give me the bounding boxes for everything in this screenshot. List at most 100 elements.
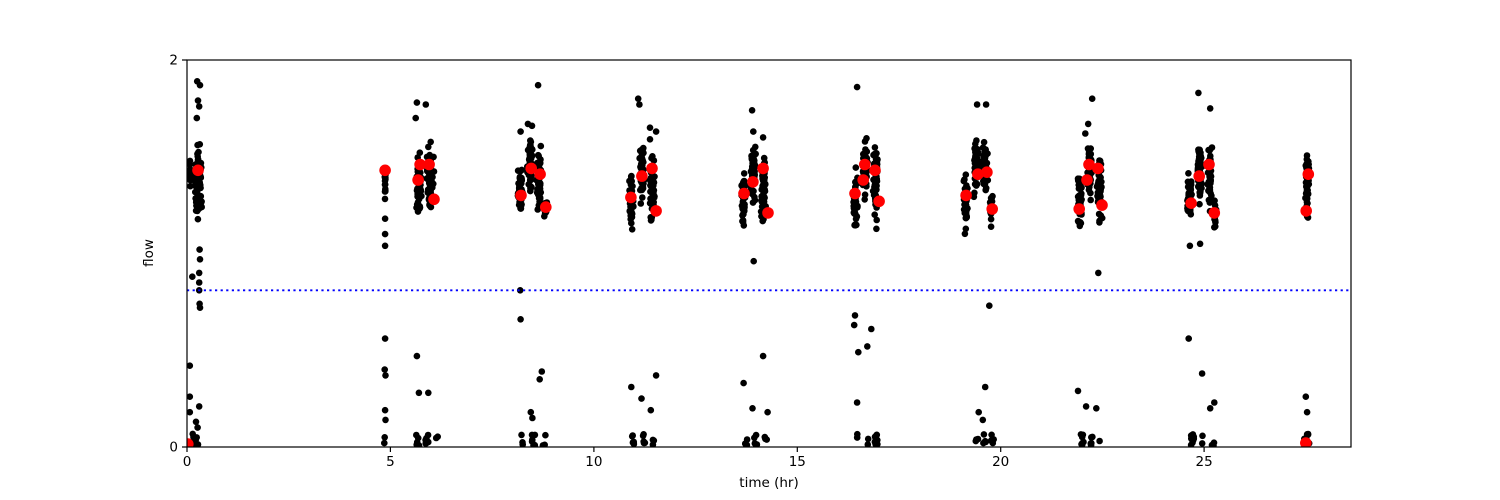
y-tick-label: 0 <box>169 440 178 456</box>
y-axis-title: flow <box>141 239 157 267</box>
scatter-point-black <box>525 181 532 188</box>
scatter-point-red <box>650 205 662 217</box>
scatter-point-black <box>198 203 205 211</box>
scatter-point-black <box>751 434 758 442</box>
scatter-point-red <box>412 174 424 186</box>
scatter-point-black <box>629 439 637 446</box>
scatter-point-black <box>194 215 202 223</box>
scatter-point-black <box>972 162 980 169</box>
scatter-point-black <box>1198 440 1206 447</box>
scatter-point-black <box>649 183 656 190</box>
scatter-point-black <box>873 216 880 224</box>
scatter-point-black <box>987 215 995 223</box>
scatter-point-red <box>1073 203 1085 215</box>
scatter-point-black <box>852 178 859 186</box>
x-axis-ticks: 0 5 10 15 20 25 <box>183 447 1213 470</box>
scatter-point-black <box>760 175 767 182</box>
scatter-point-black <box>536 198 543 205</box>
scatter-point-red <box>1203 158 1215 171</box>
scatter-point-black <box>1095 269 1102 277</box>
scatter-point-black <box>424 189 432 196</box>
scatter-point-black <box>1206 105 1214 112</box>
scatter-point-black <box>1208 144 1216 151</box>
scatter-point-black <box>962 171 970 178</box>
scatter-point-black <box>1098 183 1105 191</box>
scatter-point-black <box>187 168 193 176</box>
scatter-point-black <box>637 186 644 194</box>
scatter-point-black <box>529 414 536 422</box>
scatter-point-black <box>381 181 389 188</box>
scatter-point-red <box>423 158 435 171</box>
scatter-point-black <box>975 408 982 416</box>
scatter-point-black <box>194 424 201 431</box>
scatter-point-black <box>1096 217 1103 225</box>
scatter-point-black <box>529 146 536 153</box>
scatter-point-black <box>516 183 523 190</box>
scatter-point-black <box>1087 150 1095 158</box>
scatter-point-black <box>1196 160 1203 168</box>
y-axis-ticks: 02 <box>169 53 187 456</box>
scatter-point-black <box>1087 189 1094 197</box>
scatter-point-black <box>1211 197 1218 204</box>
scatter-point-black <box>972 181 980 188</box>
scatter-point-black <box>415 192 423 200</box>
scatter-point-black <box>639 147 646 155</box>
scatter-point-red <box>646 162 658 175</box>
scatter-point-black <box>1199 432 1206 440</box>
scatter-point-black <box>739 210 747 218</box>
scatter-point-black <box>650 157 658 164</box>
scatter-point-black <box>752 143 759 151</box>
scatter-point-red <box>1208 207 1221 219</box>
scatter-point-red <box>187 438 194 447</box>
scatter-point-black <box>852 164 860 171</box>
scatter-point-black <box>850 321 858 329</box>
scatter-point-black <box>1078 441 1086 447</box>
scatter-point-black <box>1303 198 1311 206</box>
scatter-point-black <box>1087 196 1094 204</box>
scatter-point-black <box>871 211 878 218</box>
scatter-point-black <box>981 383 989 391</box>
scatter-point-red <box>625 191 637 204</box>
scatter-point-black <box>526 154 533 162</box>
scatter-point-black <box>195 103 203 110</box>
scatter-point-black <box>1303 190 1310 198</box>
scatter-point-black <box>415 389 423 397</box>
scatter-point-black <box>649 196 656 203</box>
scatter-point-black <box>1184 183 1192 191</box>
scatter-point-black <box>537 142 545 150</box>
scatter-point-black <box>1088 95 1096 102</box>
scatter-point-black <box>194 441 202 447</box>
scatter-point-black <box>197 192 205 200</box>
scatter-point-red <box>1083 158 1095 171</box>
scatter-point-red <box>849 187 861 200</box>
scatter-point-black <box>741 203 748 211</box>
x-tick-label: 15 <box>789 454 806 470</box>
scatter-point-red <box>738 187 750 200</box>
scatter-point-black <box>758 198 766 206</box>
scatter-point-black <box>195 279 203 286</box>
scatter-point-black <box>427 175 434 182</box>
scatter-point-black <box>982 152 989 160</box>
scatter-point-black <box>381 188 389 195</box>
scatter-point-red <box>192 164 204 177</box>
scatter-point-black <box>980 138 988 146</box>
x-tick-label: 0 <box>183 454 192 470</box>
scatter-point-black <box>853 202 860 210</box>
scatter-point-black <box>740 379 747 387</box>
scatter-point-black <box>988 194 996 201</box>
scatter-point-black <box>527 408 535 416</box>
x-tick-label: 5 <box>386 454 395 470</box>
black-scatter-series <box>187 78 1313 447</box>
scatter-point-black <box>627 181 635 188</box>
scatter-point-black <box>422 436 429 444</box>
scatter-point-black <box>422 101 430 108</box>
scatter-point-black <box>740 222 748 229</box>
scatter-point-black <box>190 433 197 441</box>
scatter-point-black <box>193 114 201 122</box>
scatter-point-black <box>851 312 859 319</box>
scatter-point-black <box>742 182 749 189</box>
scatter-point-black <box>640 158 647 166</box>
scatter-point-black <box>1185 170 1192 177</box>
scatter-point-black <box>542 431 549 439</box>
scatter-point-red <box>1081 174 1093 186</box>
